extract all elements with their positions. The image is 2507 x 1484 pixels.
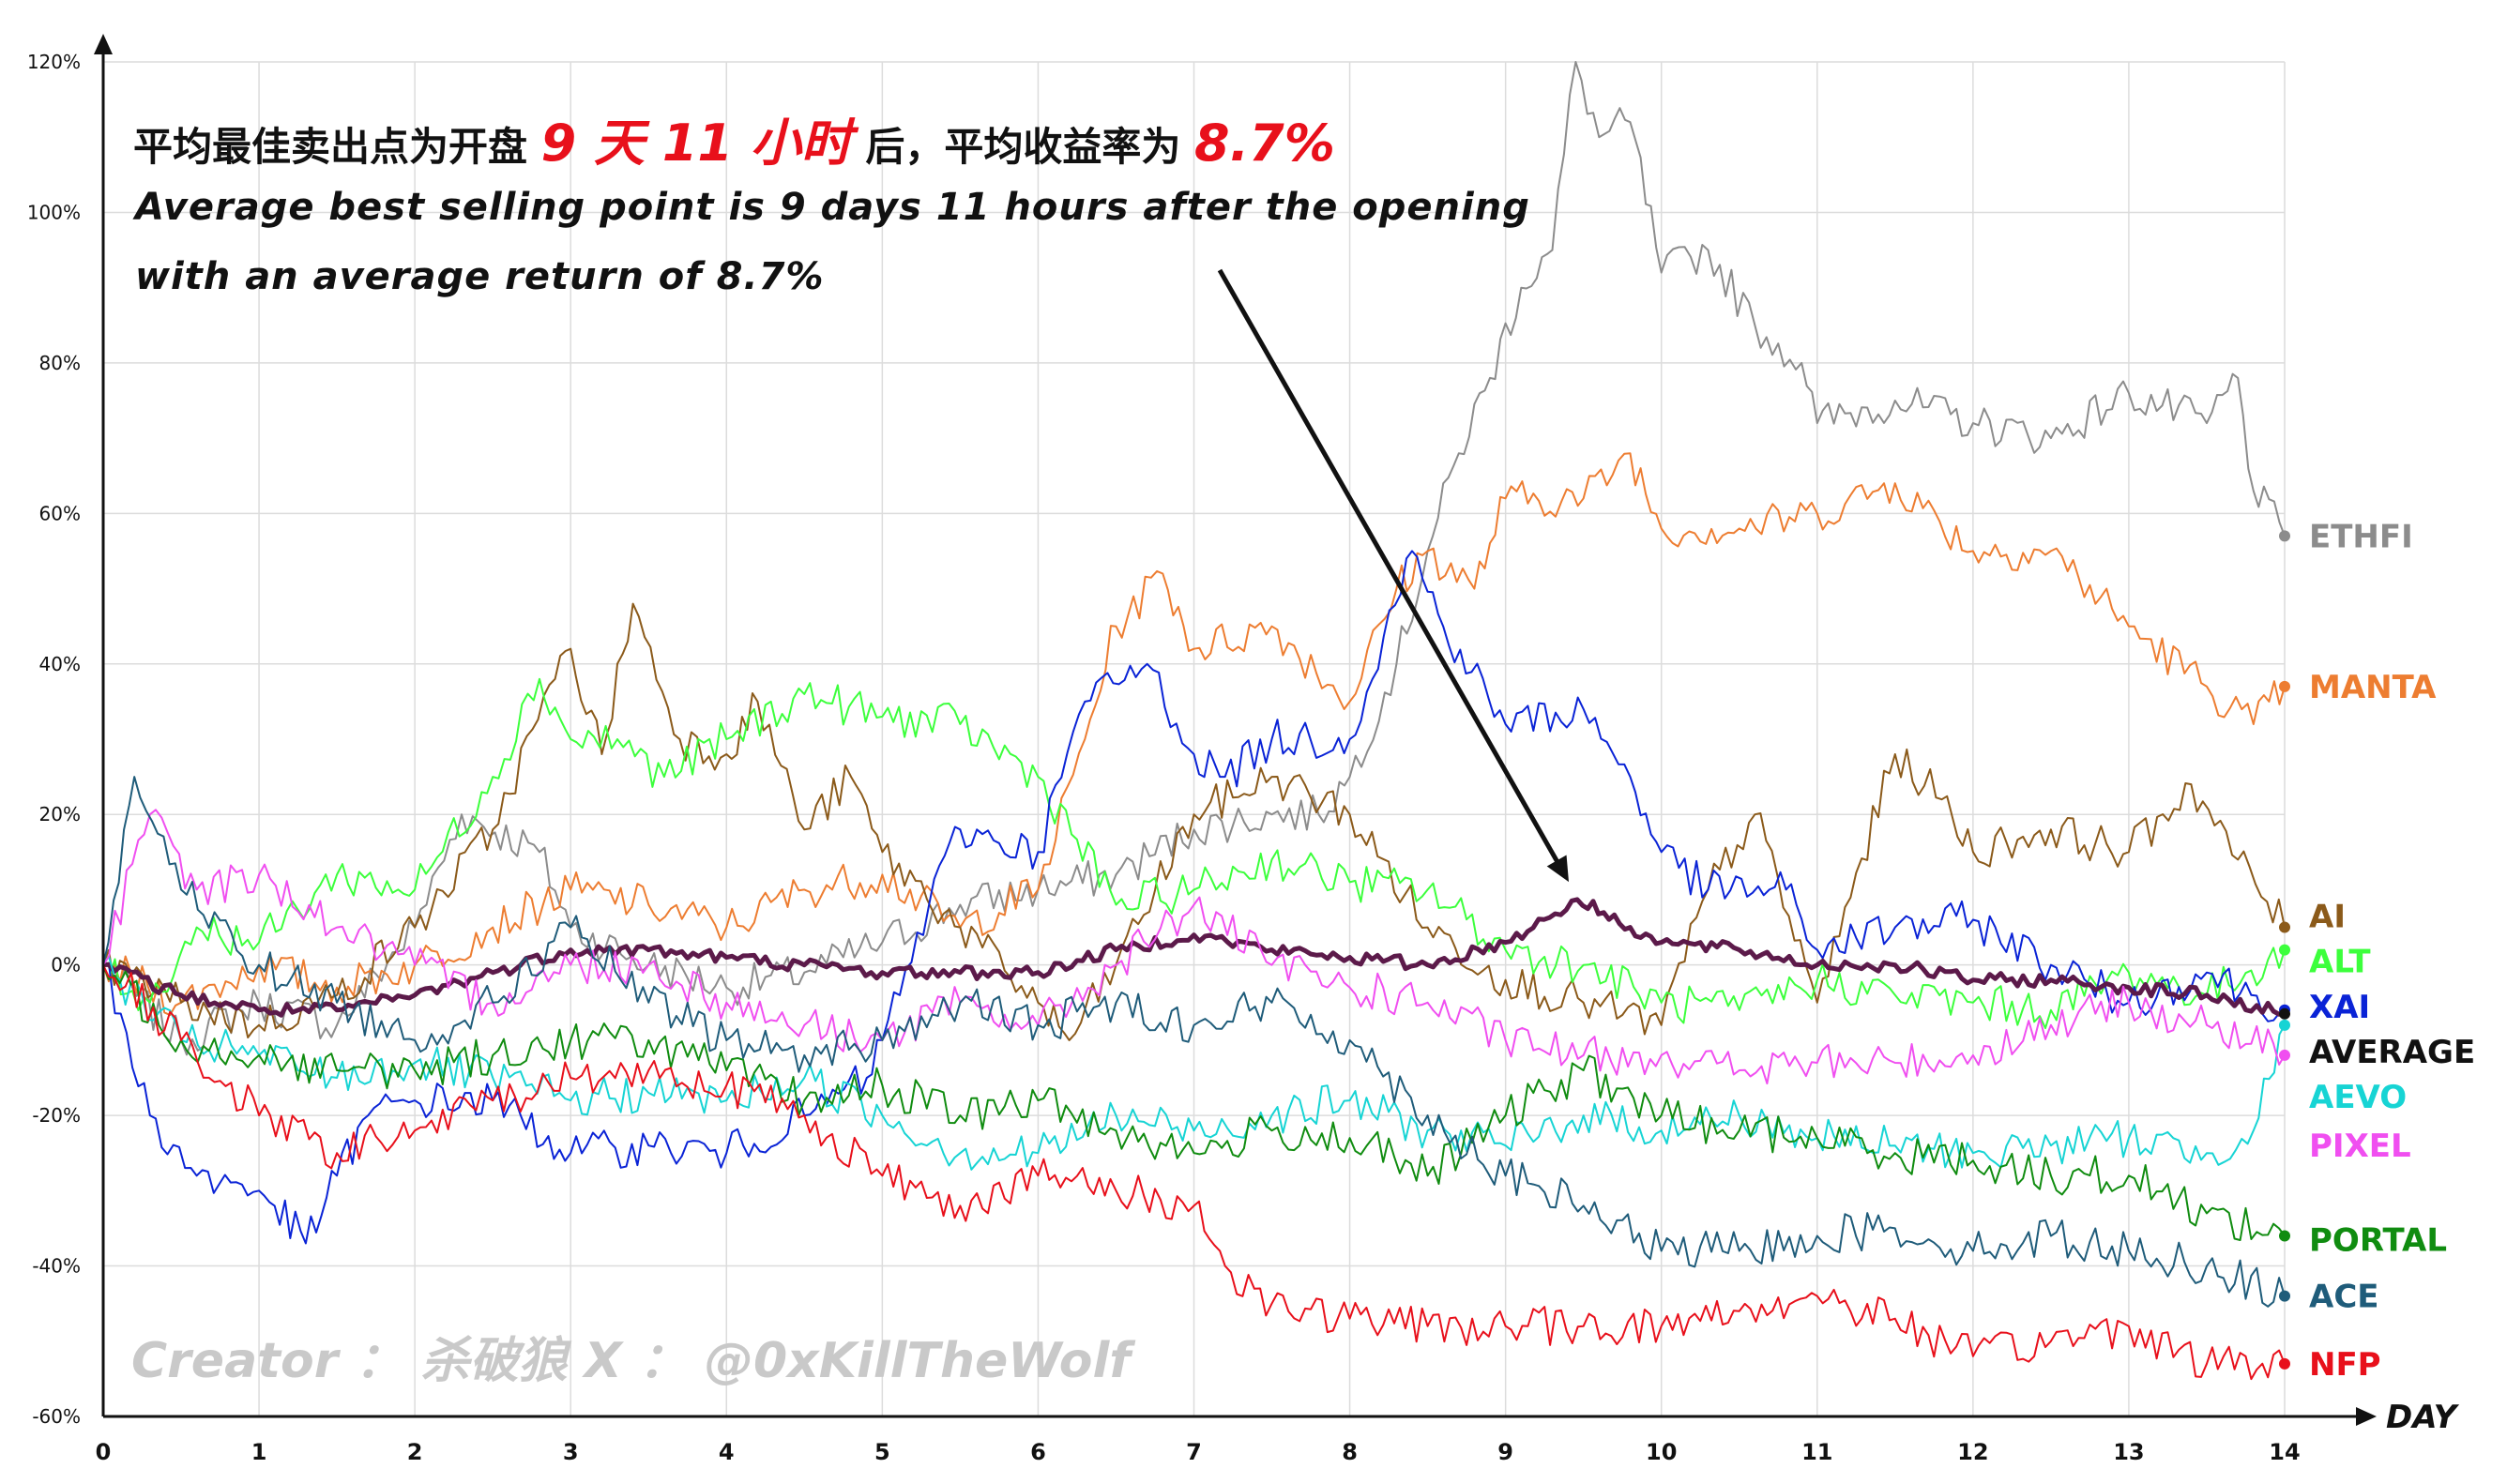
grid — [103, 61, 2286, 1417]
series-end-dot-pixel — [2279, 1049, 2290, 1061]
series-label-manta: MANTA — [2309, 669, 2437, 706]
y-tick-label: 80% — [39, 352, 81, 374]
creator-credit: Creator ： 杀破狼 X ： @0xKillTheWolf — [131, 1333, 1131, 1389]
y-tick-label: 20% — [39, 803, 81, 825]
series-label-nfp: NFP — [2309, 1346, 2381, 1384]
y-tick-label: 100% — [27, 201, 81, 223]
series-end-dot-ethfi — [2279, 530, 2290, 542]
series-lines — [102, 61, 2290, 1381]
series-line-alt — [102, 677, 2286, 1030]
x-tick-label: 13 — [2113, 1439, 2144, 1465]
y-tick-label: -60% — [32, 1405, 81, 1428]
series-label-ace: ACE — [2309, 1279, 2379, 1316]
y-tick-label: 120% — [27, 51, 81, 73]
series-line-ai — [102, 602, 2286, 1041]
series-end-dot-ace — [2279, 1290, 2290, 1302]
y-tick-label: 40% — [39, 653, 81, 675]
series-labels: ETHFI MANTA AI ALT XAI AVERAGE AEVO PIXEL PORTAL… — [2309, 518, 2475, 1383]
x-tick-label: 8 — [1342, 1439, 1358, 1465]
annotation-cn-prefix: 平均最佳卖出点为开盘 — [133, 124, 528, 170]
x-tick-label: 4 — [719, 1439, 735, 1465]
series-line-ace — [102, 776, 2286, 1308]
series-label-portal: PORTAL — [2309, 1221, 2447, 1259]
y-tick-label: 0% — [51, 954, 81, 977]
annotation-cn-return: 8.7% — [1194, 114, 1335, 173]
x-tick-label: 9 — [1497, 1439, 1513, 1465]
series-line-pixel — [102, 809, 2286, 1085]
annotation-cn-middle: 后，平均收益率为 — [865, 124, 1181, 170]
x-tick-label: 14 — [2269, 1439, 2300, 1465]
x-tick-label: 5 — [874, 1439, 890, 1465]
x-tick-label: 11 — [1801, 1439, 1832, 1465]
x-tick-label: 1 — [251, 1439, 267, 1465]
series-label-ai: AI — [2309, 899, 2346, 936]
series-end-dot-nfp — [2279, 1357, 2290, 1370]
y-axis-arrow — [94, 34, 113, 54]
series-line-nfp — [102, 964, 2286, 1381]
series-label-xai: XAI — [2309, 989, 2370, 1026]
x-tick-label: 0 — [96, 1439, 112, 1465]
annotation-en-line1: Average best selling point is 9 days 11 … — [135, 186, 1530, 229]
series-end-dot-portal — [2279, 1230, 2290, 1242]
series-line-ethfi — [102, 61, 2286, 1056]
y-tick-label: -40% — [32, 1255, 81, 1278]
x-axis-arrow — [2356, 1407, 2377, 1426]
series-label-ethfi: ETHFI — [2309, 518, 2413, 555]
series-end-dot-manta — [2279, 680, 2290, 692]
series-end-dot-ai — [2279, 921, 2290, 933]
annotation-arrow — [1217, 268, 1569, 879]
axes: 0 1 2 3 4 5 6 7 8 9 10 11 12 13 14120%100%80%60%40%20%… — [27, 34, 2460, 1465]
y-tick-label: -20% — [32, 1104, 81, 1127]
series-end-dot-average — [2279, 1007, 2290, 1020]
x-tick-label: 3 — [563, 1439, 579, 1465]
series-end-dot-aevo — [2279, 1019, 2290, 1031]
x-axis-title: DAY — [2386, 1399, 2460, 1436]
annotation-cn-time: 9 天 11 小时 — [540, 114, 852, 173]
series-label-aevo: AEVO — [2309, 1079, 2407, 1116]
x-tick-label: 6 — [1030, 1439, 1046, 1465]
series-line-average — [102, 897, 2286, 1018]
x-tick-label: 7 — [1186, 1439, 1202, 1465]
series-label-alt: ALT — [2309, 944, 2371, 981]
series-label-average: AVERAGE — [2309, 1034, 2475, 1071]
x-tick-label: 2 — [407, 1439, 423, 1465]
series-line-manta — [102, 452, 2286, 1017]
series-line-portal — [102, 964, 2286, 1241]
x-tick-label: 10 — [1646, 1439, 1677, 1465]
series-end-dot-alt — [2279, 944, 2290, 956]
series-line-xai — [102, 550, 2286, 1245]
annotation-en-line2: with an average return of 8.7% — [135, 255, 825, 298]
series-label-pixel: PIXEL — [2309, 1128, 2411, 1165]
annotation-arrow-head — [1546, 855, 1570, 883]
x-tick-label: 12 — [1957, 1439, 1988, 1465]
y-tick-label: 60% — [39, 502, 81, 524]
annotation-cn: 平均最佳卖出点为开盘 9 天 11 小时 后，平均收益率为 8.7% — [133, 101, 1335, 175]
